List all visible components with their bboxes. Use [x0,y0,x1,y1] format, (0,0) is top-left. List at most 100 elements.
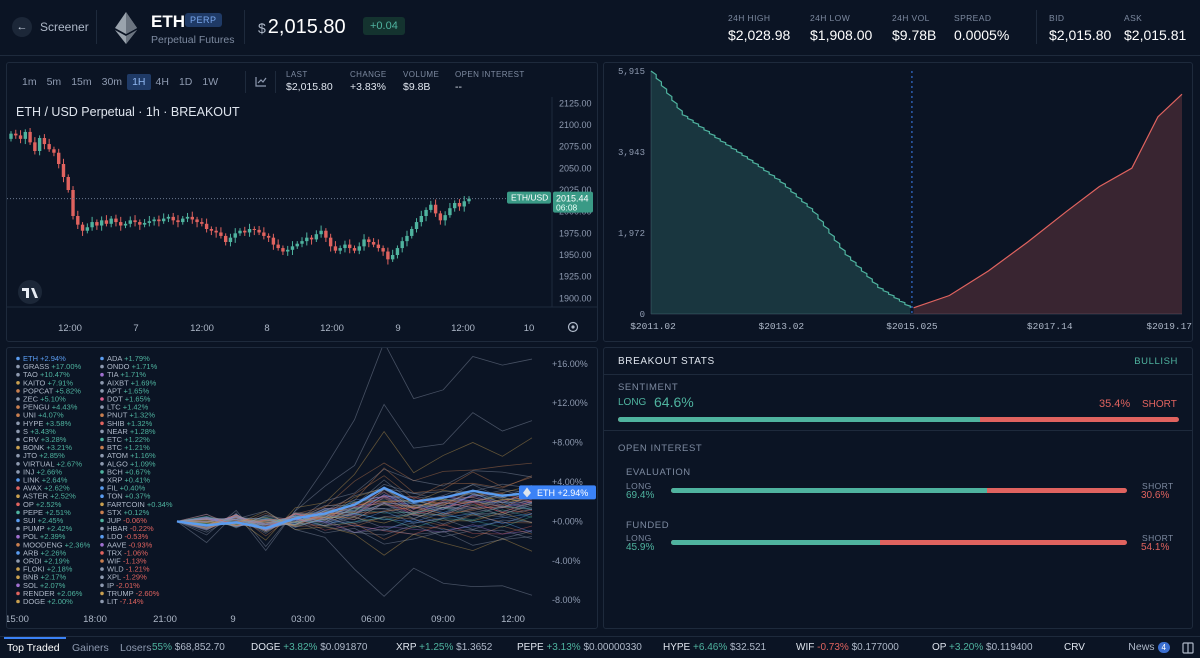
y-tick-label: +4.00% [552,477,583,487]
sentiment-long-fill [618,417,981,422]
ticker-change: +3.20% [949,642,987,653]
funded-short-label: SHORT [1142,533,1174,543]
symbol-subtitle: Perpetual Futures [151,34,235,46]
legend-name: ETC [107,435,124,444]
legend-dot [100,445,104,450]
legend-item: LDO -0.53% [107,532,149,541]
ticker-symbol: DOGE [251,642,284,653]
ticker-price: $1.3652 [456,642,493,653]
chart-type-icon[interactable] [255,76,267,87]
legend-name: JTO [23,451,39,460]
legend-dot [16,502,20,507]
ticker-item[interactable]: XRP +1.25% $1.3652 [396,642,492,653]
legend-item: POL +2.39% [23,532,66,541]
legend-name: TRX [107,548,124,557]
news-button[interactable]: News 4 [1128,641,1170,653]
ask-depth-line [913,93,1183,309]
ticker-item[interactable]: DOGE +3.82% $0.091870 [251,642,368,653]
ticker-item[interactable]: HYPE +6.46% $32.521 [663,642,766,653]
legend-item: INJ +2.66% [23,467,62,476]
divider [244,10,245,44]
candle-body [443,215,447,221]
legend-dot [16,356,20,361]
legend-name: ALGO [107,459,130,468]
candle-body [14,133,18,136]
legend-change: +2.06% [57,589,83,598]
legend-name: ONDO [107,362,132,371]
tab-top-traded[interactable]: Top Traded [7,642,60,654]
legend-name: POL [23,532,40,541]
legend-dot [16,421,20,426]
ticker-item[interactable]: CRV [1064,642,1085,653]
timeframe-1m[interactable]: 1m [22,76,37,88]
legend-change: -2.60% [136,589,160,598]
y-tick-label: 2100.00 [559,120,592,130]
series-line [176,493,533,525]
legend-item: MOODENG +2.36% [23,540,91,549]
timeframe-1d[interactable]: 1D [178,76,193,88]
legend-dot [16,494,20,498]
ticker-symbol: OP [932,642,950,653]
legend-change: -1.13% [123,557,147,566]
active-tab-indicator [4,637,66,639]
legend-change: +2.00% [47,597,73,606]
series-line [176,514,533,527]
ticker-price: $32.521 [730,642,767,653]
ask-price: ASK $2,015.81 [1124,13,1186,43]
legend-dot [16,486,20,490]
timeframe-1w[interactable]: 1W [202,76,219,88]
timeframe-30m[interactable]: 30m [101,76,123,88]
series-line [176,510,533,529]
ticker-item[interactable]: OP +3.20% $0.119400 [932,642,1033,653]
stat-spread: SPREAD 0.0005% [954,13,1009,43]
ticker-item[interactable]: PEPE +3.13% $0.00000330 [517,642,642,653]
candle-body [204,223,209,229]
legend-change: +1.79% [124,354,150,363]
legend-dot [16,478,20,482]
timeframe-4h[interactable]: 4H [155,76,169,88]
legend-dot [16,462,20,466]
legend-change: +2.62% [44,484,70,493]
series-line [176,496,533,532]
back-to-screener-button[interactable]: ← Screener [12,17,89,37]
legend-dot [100,551,104,555]
series-line [176,493,533,530]
legend-dot [16,389,20,393]
candlestick-chart[interactable]: 1900.001925.001950.001975.002000.002025.… [7,97,597,341]
legend-name: TAO [23,370,40,379]
stat-label: CHANGE [350,70,387,79]
legend-change: +0.37% [125,492,151,501]
legend-name: APT [107,386,124,395]
series-line [176,502,533,530]
ticker-item[interactable]: WIF -0.73% $0.177000 [796,642,899,653]
timeframe-15m[interactable]: 15m [71,76,92,88]
legend-dot [16,445,20,450]
timeframe-1h[interactable]: 1H [127,74,151,90]
tab-gainers[interactable]: Gainers [72,642,109,654]
relative-performance-chart[interactable]: ETH +2.94%GRASS +17.00%TAO +10.47%KAITO … [5,341,597,628]
candle-body [76,216,80,225]
legend-item: WIF -1.13% [107,557,147,566]
timeframe-5m[interactable]: 5m [46,76,62,88]
series-line [176,491,533,531]
candle-body [238,230,242,234]
series-line [176,510,533,556]
legend-dot [100,575,104,579]
candle-body [128,220,132,224]
candle-body [28,131,32,143]
expand-icon[interactable] [1182,642,1194,654]
tab-losers[interactable]: Losers [120,642,152,654]
depth-chart[interactable]: 0 1,972 3,943 5,915 $2011.02 $2013.02 $2015.02… [604,63,1192,341]
legend-dot [16,575,20,579]
chart-stat-last: LAST $2,015.80 [286,70,333,93]
y-tick-label: 1,972 [618,229,645,239]
legend-item: S +3.43% [23,427,56,436]
legend-dot [16,381,20,385]
legend-item: JUP -0.06% [107,516,147,525]
divider [96,10,97,44]
legend-dot [16,364,20,369]
legend-item: UNI +4.07% [23,411,64,420]
ticker-item[interactable]: 55% $68,852.70 [152,642,225,653]
candle-body [271,237,276,245]
candle-body [438,213,443,221]
